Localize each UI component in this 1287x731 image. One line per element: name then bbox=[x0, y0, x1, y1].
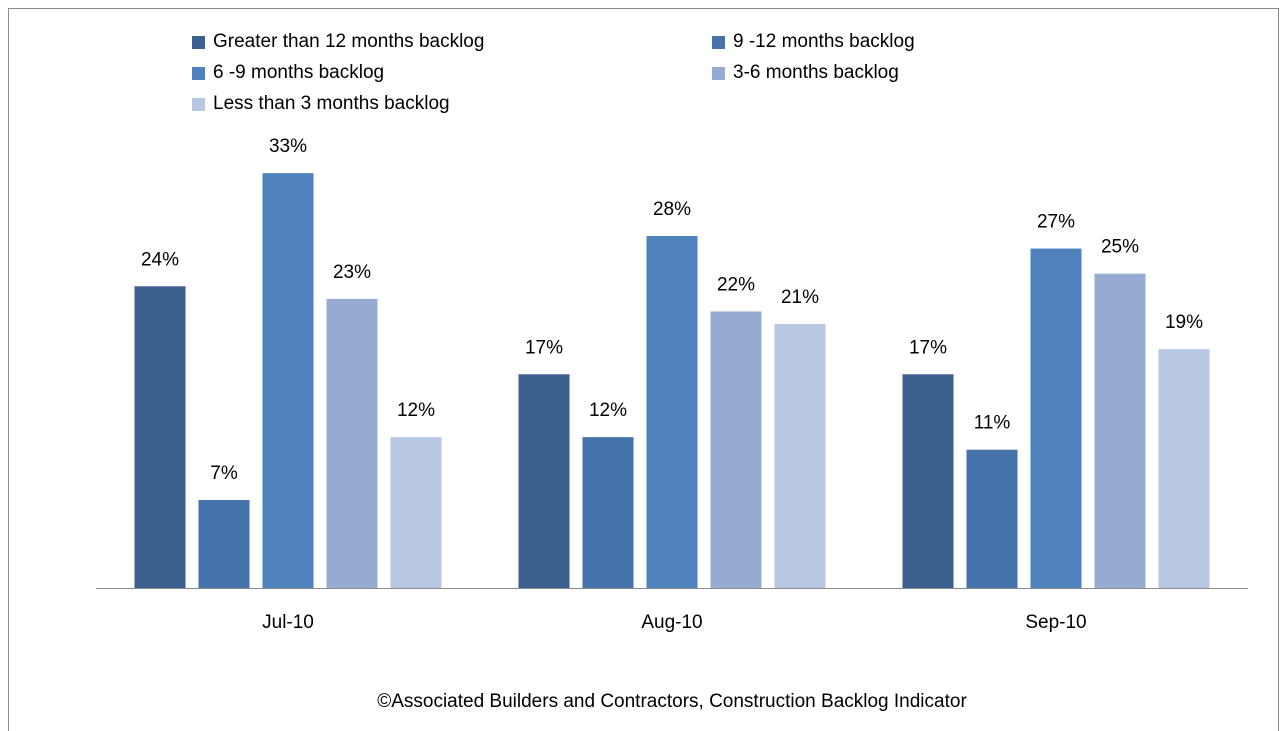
legend-label: Less than 3 months backlog bbox=[213, 93, 450, 114]
bar bbox=[710, 311, 762, 588]
bar bbox=[1158, 349, 1210, 588]
bar bbox=[198, 500, 250, 588]
data-label: 17% bbox=[525, 337, 563, 358]
data-label: 7% bbox=[210, 463, 238, 484]
legend-swatch bbox=[712, 67, 725, 80]
bar bbox=[582, 437, 634, 588]
x-tick-label: Aug-10 bbox=[641, 612, 702, 633]
legend-swatch bbox=[192, 67, 205, 80]
bar bbox=[390, 437, 442, 588]
legend-swatch bbox=[712, 36, 725, 49]
footer: ©Associated Builders and Contractors, Co… bbox=[377, 691, 967, 712]
legend-label: 9 -12 months backlog bbox=[733, 31, 915, 52]
data-label: 12% bbox=[397, 400, 435, 421]
legend-label: 6 -9 months backlog bbox=[213, 62, 384, 83]
legend-label: 3-6 months backlog bbox=[733, 62, 899, 83]
bar bbox=[134, 286, 186, 588]
data-label: 21% bbox=[781, 287, 819, 308]
data-label: 25% bbox=[1101, 237, 1139, 258]
x-tick-label: Jul-10 bbox=[262, 612, 314, 633]
bar bbox=[1030, 248, 1082, 589]
data-label: 27% bbox=[1037, 212, 1075, 233]
bar bbox=[326, 298, 378, 588]
x-tick-label: Sep-10 bbox=[1025, 612, 1086, 633]
data-label: 33% bbox=[269, 136, 307, 157]
data-label: 19% bbox=[1165, 312, 1203, 333]
legend-label: Greater than 12 months backlog bbox=[213, 31, 484, 52]
data-label: 12% bbox=[589, 400, 627, 421]
bar bbox=[902, 374, 954, 588]
data-label: 23% bbox=[333, 262, 371, 283]
bar bbox=[966, 449, 1018, 588]
bar bbox=[774, 324, 826, 588]
data-label: 28% bbox=[653, 199, 691, 220]
bar bbox=[518, 374, 570, 588]
bar bbox=[646, 236, 698, 588]
bar bbox=[1094, 273, 1146, 588]
data-label: 22% bbox=[717, 274, 755, 295]
data-label: 11% bbox=[974, 413, 1011, 434]
bar bbox=[262, 173, 314, 588]
data-label: 24% bbox=[141, 249, 179, 270]
data-label: 17% bbox=[909, 337, 947, 358]
legend-swatch bbox=[192, 36, 205, 49]
legend-swatch bbox=[192, 98, 205, 111]
